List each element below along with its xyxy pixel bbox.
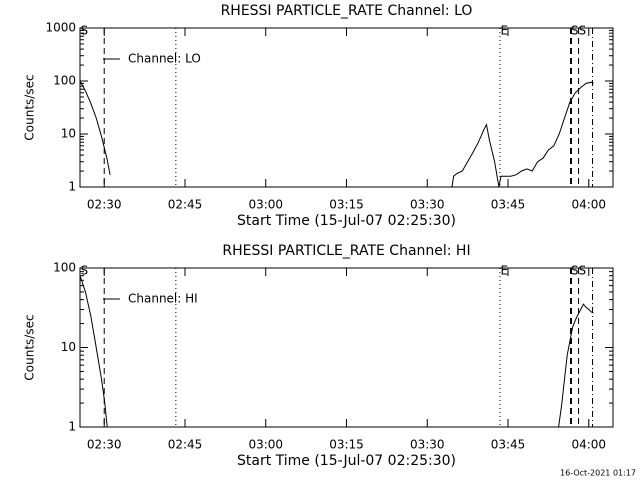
annotation: S bbox=[80, 24, 88, 38]
x-tick-label: 04:00 bbox=[571, 438, 606, 452]
annotation: E bbox=[500, 24, 508, 38]
chart-title: RHESSI PARTICLE_RATE Channel: LO bbox=[221, 3, 473, 19]
x-tick-label: 03:45 bbox=[491, 438, 526, 452]
y-tick-label: 10 bbox=[61, 340, 76, 354]
x-tick-label: 03:45 bbox=[491, 198, 526, 212]
y-tick-label: 100 bbox=[53, 74, 76, 88]
x-tick-label: 04:00 bbox=[571, 198, 606, 212]
x-tick-label: 03:30 bbox=[410, 438, 445, 452]
x-tick-label: 02:45 bbox=[168, 438, 203, 452]
x-axis-label: Start Time (15-Jul-07 02:25:30) bbox=[237, 213, 456, 229]
annotation: E bbox=[500, 264, 508, 278]
x-tick-label: 02:30 bbox=[87, 438, 122, 452]
y-axis-label: Counts/sec bbox=[23, 74, 37, 140]
x-axis-label: Start Time (15-Jul-07 02:25:30) bbox=[237, 453, 456, 469]
footer: 16-Oct-2021 01:17 bbox=[560, 469, 636, 478]
y-tick-label: 100 bbox=[53, 261, 76, 275]
legend-label: Channel: LO bbox=[128, 52, 201, 66]
x-tick-label: 03:30 bbox=[410, 198, 445, 212]
x-tick-label: 02:30 bbox=[87, 198, 122, 212]
y-tick-label: 10 bbox=[61, 127, 76, 141]
data-line bbox=[79, 80, 594, 188]
y-axis-label: Counts/sec bbox=[23, 314, 37, 380]
annotation: S bbox=[80, 264, 88, 278]
chart-title: RHESSI PARTICLE_RATE Channel: HI bbox=[222, 243, 470, 259]
y-tick-label: 1 bbox=[68, 420, 76, 434]
x-tick-label: 03:15 bbox=[329, 438, 364, 452]
x-tick-label: 03:00 bbox=[248, 438, 283, 452]
data-line bbox=[79, 275, 594, 428]
x-tick-label: 02:45 bbox=[168, 198, 203, 212]
x-tick-label: 03:15 bbox=[329, 198, 364, 212]
annotation: SS bbox=[571, 24, 586, 38]
y-tick-label: 1 bbox=[68, 180, 76, 194]
annotation: SS bbox=[571, 264, 586, 278]
legend-label: Channel: HI bbox=[128, 292, 198, 306]
x-tick-label: 03:00 bbox=[248, 198, 283, 212]
y-tick-label: 1000 bbox=[45, 21, 76, 35]
